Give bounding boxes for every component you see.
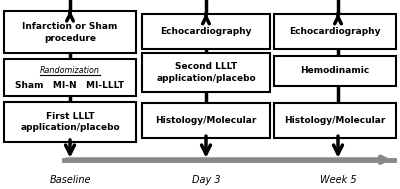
Text: Day 3: Day 3 [192,175,220,185]
FancyBboxPatch shape [4,11,136,53]
FancyBboxPatch shape [4,102,136,142]
Text: First LLLT
application/placebo: First LLLT application/placebo [20,112,120,132]
Text: Infarction or Sham
procedure: Infarction or Sham procedure [22,22,118,43]
Text: Second LLLT
application/placebo: Second LLLT application/placebo [156,62,256,83]
FancyBboxPatch shape [274,103,396,138]
Text: Week 5: Week 5 [320,175,356,185]
Text: Histology/Molecular: Histology/Molecular [284,116,386,125]
Text: Histology/Molecular: Histology/Molecular [155,116,257,125]
FancyBboxPatch shape [4,59,136,96]
FancyBboxPatch shape [274,56,396,86]
FancyBboxPatch shape [142,14,270,49]
FancyBboxPatch shape [274,14,396,49]
Text: Echocardiography: Echocardiography [160,27,252,36]
Text: Baseline: Baseline [49,175,91,185]
FancyBboxPatch shape [142,53,270,92]
FancyBboxPatch shape [142,103,270,138]
Text: Echocardiography: Echocardiography [289,27,381,36]
Text: Sham   MI-N   MI-LLLT: Sham MI-N MI-LLLT [16,81,124,91]
Text: Hemodinamic: Hemodinamic [300,66,370,75]
Text: Randomization: Randomization [40,66,100,75]
